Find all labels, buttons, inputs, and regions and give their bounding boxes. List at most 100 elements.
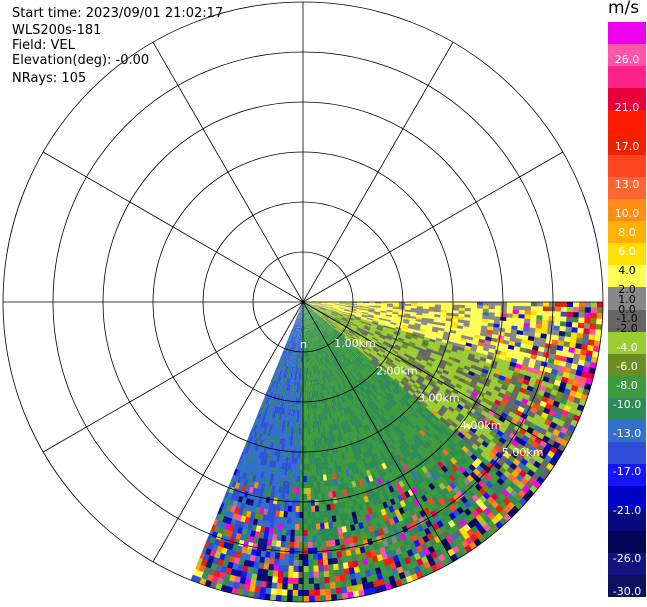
velocity-cell — [343, 433, 349, 441]
velocity-cell — [255, 506, 261, 515]
velocity-cell — [407, 380, 415, 387]
velocity-cell — [320, 303, 328, 304]
velocity-cell — [336, 358, 341, 365]
velocity-cell — [320, 326, 325, 332]
velocity-cell — [411, 335, 419, 340]
velocity-cell — [363, 326, 371, 330]
velocity-cell — [311, 349, 314, 356]
velocity-cell — [533, 336, 541, 343]
velocity-cell — [273, 522, 279, 530]
velocity-cell — [349, 505, 356, 514]
velocity-cell — [314, 303, 322, 305]
velocity-cell — [451, 377, 459, 384]
velocity-cell — [348, 348, 355, 355]
velocity-cell — [337, 311, 344, 315]
velocity-cell — [375, 484, 382, 493]
velocity-cell — [341, 446, 347, 454]
velocity-cell — [406, 329, 414, 334]
velocity-cell — [398, 305, 406, 308]
velocity-cell — [507, 411, 516, 419]
velocity-cell — [392, 442, 399, 450]
velocity-cell — [368, 303, 376, 305]
velocity-cell — [329, 393, 334, 401]
velocity-cell — [467, 333, 475, 338]
velocity-cell — [436, 453, 444, 462]
velocity-cell — [406, 439, 414, 448]
velocity-cell — [304, 307, 308, 314]
velocity-cell — [428, 311, 436, 315]
velocity-cell — [334, 417, 339, 425]
velocity-cell — [309, 325, 312, 332]
velocity-cell — [372, 375, 379, 382]
velocity-cell — [394, 419, 401, 427]
velocity-cell — [387, 357, 394, 364]
velocity-cell — [570, 363, 579, 371]
velocity-cell — [264, 587, 272, 595]
velocity-cell — [385, 425, 392, 433]
velocity-cell — [366, 364, 373, 371]
velocity-cell — [310, 505, 316, 513]
velocity-cell — [294, 385, 297, 393]
velocity-cell — [315, 384, 319, 392]
velocity-cell — [351, 584, 359, 593]
velocity-cell — [366, 372, 373, 379]
velocity-cell — [292, 373, 296, 381]
velocity-cell — [318, 340, 322, 348]
velocity-cell — [401, 450, 409, 458]
velocity-cell — [473, 373, 481, 380]
velocity-cell — [300, 355, 303, 363]
velocity-cell — [324, 313, 330, 317]
velocity-cell — [298, 343, 300, 351]
velocity-cell — [409, 320, 416, 324]
velocity-cell — [303, 541, 309, 549]
velocity-cell — [445, 346, 453, 351]
velocity-cell — [325, 337, 330, 344]
velocity-cell — [312, 463, 316, 471]
velocity-cell — [351, 554, 358, 562]
velocity-cell — [320, 528, 326, 536]
velocity-cell — [383, 381, 390, 388]
velocity-cell — [312, 348, 316, 356]
velocity-cell — [307, 337, 309, 345]
velocity-cell — [259, 586, 267, 595]
velocity-cell — [536, 374, 545, 382]
velocity-cell — [338, 341, 345, 348]
velocity-cell — [410, 304, 418, 307]
velocity-cell — [251, 462, 257, 470]
velocity-cell — [345, 334, 352, 339]
velocity-cell — [314, 304, 322, 306]
velocity-cell — [434, 430, 442, 439]
velocity-cell — [307, 517, 312, 525]
velocity-cell — [353, 396, 359, 404]
velocity-cell — [488, 419, 497, 428]
velocity-cell — [336, 478, 342, 486]
velocity-cell — [356, 365, 363, 372]
velocity-cell — [422, 306, 430, 310]
velocity-cell — [421, 315, 429, 319]
velocity-cell — [566, 357, 574, 364]
velocity-cell — [306, 475, 311, 483]
velocity-cell — [279, 407, 284, 415]
velocity-cell — [284, 553, 290, 561]
velocity-cell — [438, 377, 446, 384]
velocity-cell — [322, 558, 329, 566]
velocity-cell — [505, 415, 514, 423]
velocity-cell — [377, 409, 384, 417]
velocity-cell — [337, 428, 342, 436]
velocity-cell — [398, 307, 406, 310]
velocity-cell — [329, 361, 334, 369]
velocity-cell — [433, 319, 441, 323]
velocity-cell — [308, 312, 312, 319]
velocity-cell — [378, 436, 385, 445]
velocity-cell — [338, 306, 346, 308]
velocity-cell — [508, 340, 516, 347]
velocity-cell — [502, 394, 511, 402]
velocity-cell — [587, 339, 595, 347]
velocity-cell — [412, 349, 419, 355]
velocity-cell — [368, 435, 374, 443]
velocity-cell — [365, 381, 371, 389]
velocity-cell — [348, 399, 353, 407]
velocity-cell — [343, 345, 350, 351]
velocity-cell — [315, 409, 319, 416]
velocity-cell — [307, 319, 310, 326]
